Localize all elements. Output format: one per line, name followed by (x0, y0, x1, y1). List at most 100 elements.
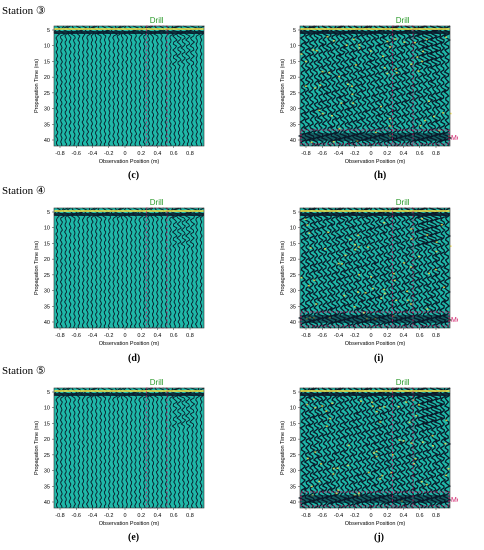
trace-line (183, 387, 193, 509)
metal-label: Metal (451, 135, 458, 142)
amplitude-speckle (315, 50, 318, 52)
amplitude-speckle (442, 112, 445, 114)
x-tick-label: 0.4 (400, 151, 408, 157)
surface-reflection (54, 28, 204, 30)
trace-line (118, 25, 127, 147)
amplitude-speckle (358, 44, 361, 46)
trace-line (355, 387, 365, 509)
trace-line (303, 387, 313, 509)
amplitude-speckle (321, 112, 324, 115)
amplitude-speckle (389, 46, 392, 48)
drill-box (391, 25, 414, 147)
amplitude-speckle (344, 254, 347, 257)
surface-reflection (54, 390, 204, 392)
amplitude-speckle (420, 480, 423, 483)
amplitude-speckle (395, 299, 398, 302)
trace-line (389, 387, 400, 509)
trace-line (83, 387, 93, 509)
trace-line (297, 387, 308, 509)
trace-line (394, 207, 405, 329)
x-tick-label: -0.2 (350, 151, 359, 157)
x-tick-label: 0.8 (186, 333, 194, 339)
x-tick-label: 0.8 (432, 151, 440, 157)
plot-background (54, 26, 204, 146)
amplitude-speckle (425, 38, 428, 41)
drill-label: Drill (150, 16, 164, 25)
caption-j: (j) (374, 532, 384, 543)
trace-line (438, 207, 448, 329)
amplitude-speckle (395, 68, 398, 70)
amplitude-speckle (388, 117, 391, 120)
y-tick-label: 10 (290, 226, 296, 232)
trace-line (165, 25, 175, 147)
amplitude-speckle (435, 241, 438, 243)
station-label-4: Station ④ (2, 185, 46, 197)
metal-box (300, 129, 450, 145)
amplitude-speckle (424, 119, 427, 122)
trace-line (78, 207, 88, 329)
amplitude-speckle (428, 272, 431, 275)
amplitude-speckle (449, 245, 452, 247)
amplitude-speckle (383, 288, 386, 291)
amplitude-speckle (445, 474, 448, 477)
station-label-5: Station ⑤ (2, 365, 46, 377)
amplitude-speckle (364, 292, 367, 294)
trace-group (53, 25, 205, 147)
drill-label: Drill (396, 378, 410, 387)
amplitude-speckle (410, 63, 413, 65)
amplitude-speckle (308, 232, 311, 234)
trace-line (88, 207, 96, 329)
trace-line (75, 25, 83, 147)
drill-box (391, 387, 414, 509)
trace-line (431, 207, 445, 329)
amplitude-speckle (318, 480, 321, 483)
trace-line (113, 25, 122, 147)
trace-line (104, 25, 114, 147)
y-tick-label: 30 (44, 469, 50, 475)
x-tick-label: 0.6 (170, 151, 178, 157)
y-tick-label: 25 (290, 91, 296, 97)
amplitude-speckle (383, 292, 386, 295)
trace-line (438, 388, 447, 509)
trace-line (337, 207, 347, 329)
amplitude-speckle (431, 435, 434, 437)
amplitude-speckle (375, 455, 378, 458)
trace-line (394, 25, 404, 147)
metal-label: Metal (451, 497, 458, 504)
amplitude-speckle (346, 83, 349, 86)
trace-line (122, 387, 130, 509)
amplitude-speckle (421, 441, 424, 443)
trace-line (441, 25, 453, 147)
amplitude-speckle (306, 403, 309, 406)
trace-line (380, 25, 391, 147)
amplitude-speckle (309, 247, 312, 249)
metal-box (300, 311, 450, 327)
amplitude-speckle (413, 462, 416, 465)
amplitude-speckle (351, 93, 354, 95)
amplitude-speckle (421, 218, 424, 220)
trace-line (192, 208, 202, 329)
y-tick-label: 30 (290, 289, 296, 295)
trace-line (183, 207, 193, 329)
amplitude-speckle (379, 421, 382, 423)
metal-reflection (300, 495, 450, 503)
radargram-left-1: -0.8 -0.6 -0.4 -0.2 0 0.2 0.4 0.6 0.8 5 10 15 20 25 30… (22, 194, 212, 362)
amplitude-speckle (350, 85, 353, 87)
amplitude-speckle (410, 442, 413, 444)
trace-line (173, 25, 184, 147)
x-tick-label: -0.2 (104, 513, 113, 519)
trace-line (337, 25, 348, 147)
trace-line (113, 207, 122, 329)
y-tick-label: 40 (290, 138, 296, 144)
trace-line (66, 387, 74, 509)
amplitude-speckle (445, 419, 448, 422)
x-tick-label: -0.2 (350, 513, 359, 519)
amplitude-speckle (363, 311, 366, 314)
trace-line (118, 207, 127, 329)
trace-line (337, 387, 348, 509)
amplitude-speckle (320, 463, 323, 465)
trace-line (415, 387, 427, 509)
trace-line (376, 25, 386, 147)
trace-line (333, 25, 342, 147)
y-tick-label: 35 (44, 304, 50, 310)
